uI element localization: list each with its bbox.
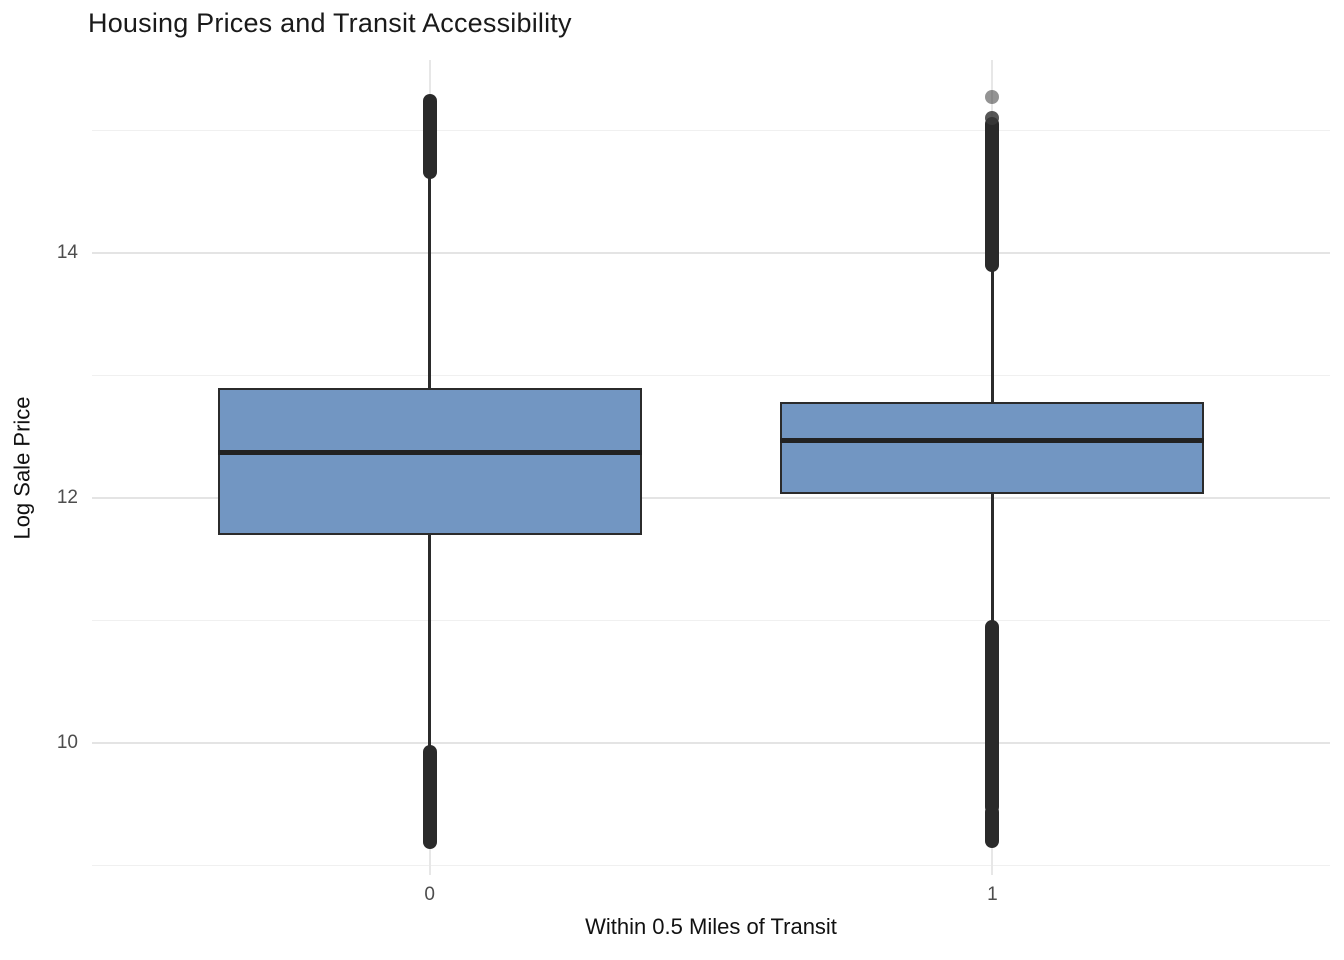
y-axis-title-wrap: Log Sale Price (0, 60, 46, 875)
median-cat0 (217, 450, 642, 455)
x-tick-label-1: 1 (987, 884, 998, 905)
outlier-cluster-cat1-1 (985, 619, 1000, 814)
y-tick-label-14: 14 (56, 242, 78, 263)
outlier-cluster-cat1-0 (985, 117, 1000, 273)
gridline-major-y10 (92, 742, 1330, 744)
plot-title: Housing Prices and Transit Accessibility (88, 8, 572, 38)
plot-panel (92, 60, 1330, 875)
y-tick-label-12: 12 (56, 487, 78, 508)
x-axis-title: Within 0.5 Miles of Transit (585, 914, 837, 939)
box-cat1 (780, 402, 1205, 495)
outlier-cluster-cat0-0 (422, 94, 437, 180)
x-tick-label-0: 0 (424, 884, 435, 905)
box-cat0 (217, 387, 642, 535)
gridline-minor-y9 (92, 865, 1330, 866)
outlier-cluster-cat0-1 (422, 744, 437, 850)
y-tick-label-10: 10 (56, 732, 78, 753)
gridline-minor-y13 (92, 375, 1330, 376)
gridline-minor-y11 (92, 620, 1330, 621)
outlier-point-cat1-0 (985, 111, 1000, 126)
outlier-cluster-cat1-2 (985, 804, 1000, 848)
gridline-major-y14 (92, 252, 1330, 254)
outlier-point-cat1-1 (985, 90, 1000, 105)
gridline-major-y12 (92, 497, 1330, 499)
y-axis-title: Log Sale Price (10, 395, 35, 540)
median-cat1 (780, 438, 1205, 443)
gridline-minor-y15 (92, 130, 1330, 131)
